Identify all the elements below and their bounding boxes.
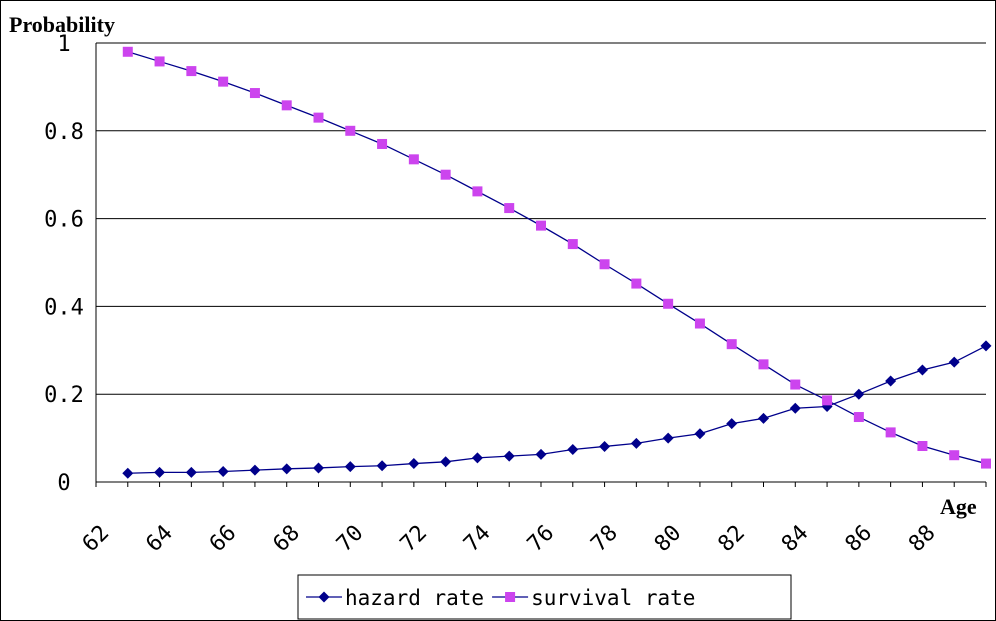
data-point bbox=[122, 46, 133, 57]
data-point bbox=[853, 388, 865, 400]
data-point bbox=[917, 441, 928, 452]
y-tick-label: 1 bbox=[57, 32, 70, 57]
x-tick-label: 78 bbox=[586, 521, 622, 557]
legend-marker bbox=[505, 592, 516, 602]
x-axis-title: Age bbox=[940, 494, 977, 519]
data-point bbox=[503, 450, 515, 462]
data-point bbox=[663, 298, 674, 309]
data-point bbox=[154, 466, 166, 478]
y-tick-label: 0.4 bbox=[44, 295, 84, 320]
data-point bbox=[853, 412, 864, 423]
series-line bbox=[127, 51, 987, 465]
legend-marker bbox=[318, 591, 330, 603]
data-point bbox=[758, 412, 769, 424]
data-point bbox=[885, 375, 897, 387]
data-point bbox=[916, 364, 928, 376]
data-point bbox=[885, 427, 896, 438]
data-point bbox=[535, 448, 547, 460]
x-tick-label: 72 bbox=[396, 521, 432, 557]
x-tick-label: 62 bbox=[78, 521, 114, 557]
x-tick-label: 80 bbox=[650, 521, 686, 557]
x-tick-label: 82 bbox=[714, 521, 750, 557]
data-point bbox=[949, 450, 960, 461]
data-point bbox=[758, 359, 769, 370]
y-tick-label: 0.6 bbox=[44, 208, 84, 233]
x-tick-label: 74 bbox=[459, 521, 495, 557]
data-point bbox=[408, 154, 419, 165]
series-line bbox=[127, 345, 987, 474]
legend-box bbox=[297, 574, 792, 620]
data-point bbox=[694, 428, 706, 440]
x-tick-label: 86 bbox=[841, 521, 877, 557]
data-point bbox=[726, 339, 737, 350]
data-point bbox=[599, 259, 610, 270]
x-tick-label: 88 bbox=[904, 521, 940, 557]
y-tick-label: 0.2 bbox=[44, 383, 84, 408]
legend-label: hazard rate bbox=[345, 586, 484, 610]
data-point bbox=[980, 340, 992, 352]
data-point bbox=[948, 356, 960, 368]
data-point bbox=[694, 318, 705, 329]
data-point bbox=[185, 466, 197, 478]
data-point bbox=[345, 125, 356, 136]
data-point bbox=[536, 220, 546, 231]
x-tick-label: 84 bbox=[777, 521, 813, 557]
y-tick-label: 0 bbox=[57, 471, 70, 496]
data-point bbox=[471, 452, 483, 464]
data-point bbox=[376, 460, 388, 472]
legend: hazard rate survival rate bbox=[297, 574, 792, 620]
data-point bbox=[789, 402, 801, 414]
data-point bbox=[154, 56, 165, 67]
data-point bbox=[122, 467, 134, 479]
data-point bbox=[981, 458, 991, 469]
data-point bbox=[440, 456, 452, 468]
x-tick-label: 64 bbox=[141, 521, 177, 557]
data-point bbox=[249, 88, 260, 99]
series-survival-rate bbox=[122, 46, 991, 469]
x-tick-label: 66 bbox=[205, 521, 241, 557]
legend-label: survival rate bbox=[531, 586, 695, 610]
x-tick-label: 70 bbox=[332, 521, 368, 557]
data-point bbox=[249, 464, 261, 476]
data-point bbox=[630, 437, 642, 449]
data-point bbox=[313, 462, 324, 474]
data-point bbox=[344, 461, 356, 473]
data-point bbox=[217, 465, 229, 477]
data-point bbox=[599, 440, 611, 452]
data-point bbox=[567, 239, 578, 250]
x-tick-label: 76 bbox=[523, 521, 559, 557]
y-axis-title: Probability bbox=[9, 12, 115, 37]
data-point bbox=[186, 66, 197, 77]
data-point bbox=[631, 278, 642, 289]
data-point bbox=[662, 432, 674, 444]
data-point bbox=[218, 76, 229, 87]
data-point bbox=[281, 100, 292, 111]
data-point bbox=[472, 186, 483, 197]
data-point bbox=[281, 463, 293, 475]
data-point bbox=[726, 418, 738, 430]
y-tick-label: 0.8 bbox=[44, 120, 84, 145]
data-point bbox=[313, 112, 324, 123]
data-point bbox=[440, 169, 451, 180]
data-point bbox=[377, 138, 388, 149]
data-point bbox=[790, 379, 801, 390]
data-point bbox=[822, 395, 833, 406]
data-point bbox=[408, 458, 420, 470]
data-point bbox=[567, 444, 579, 456]
series-hazard-rate bbox=[122, 340, 992, 479]
data-point bbox=[504, 203, 515, 214]
plot-area: 0 0.2 0.4 0.6 0.8 1 62 64 66 68 70 72 74 76 78 80 82 84 86… bbox=[44, 32, 992, 557]
x-tick-label: 68 bbox=[269, 521, 305, 557]
